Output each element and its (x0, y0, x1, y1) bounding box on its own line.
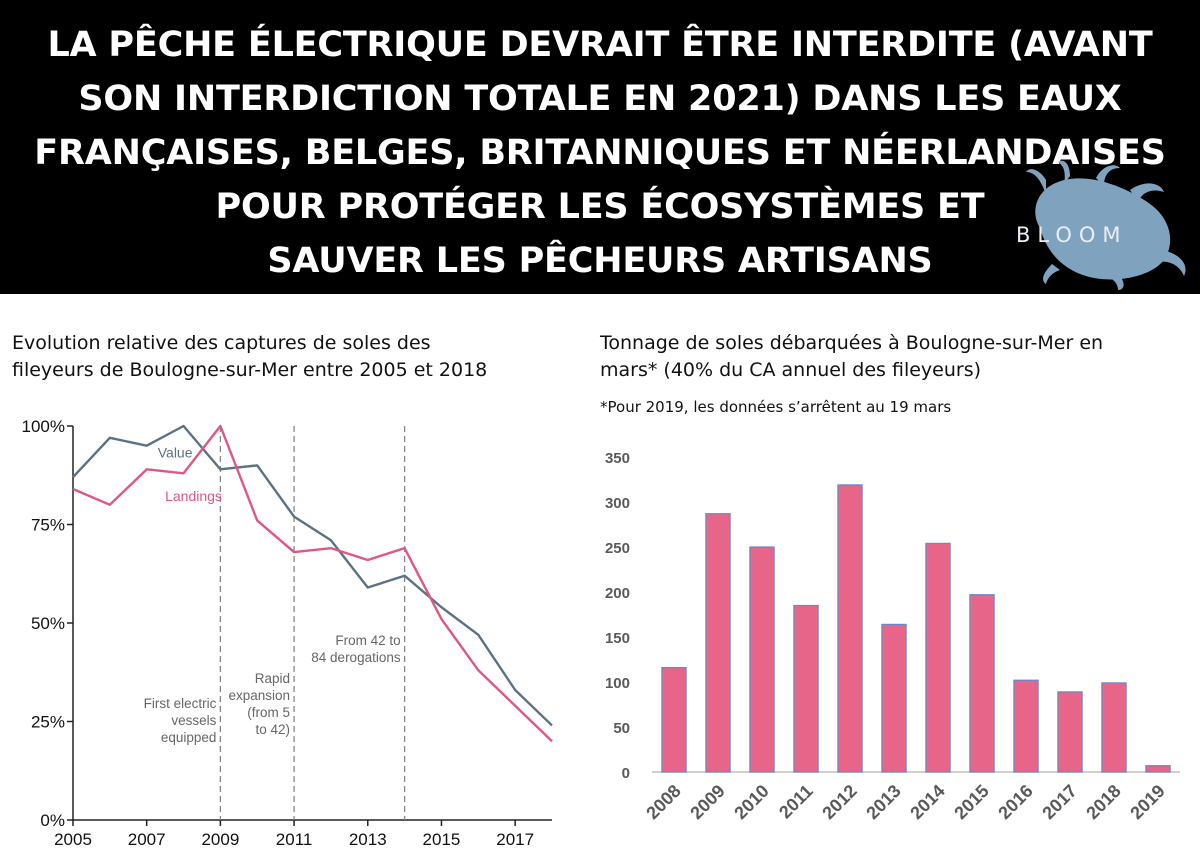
event-annotation-text: equipped (161, 730, 217, 745)
x-tick-label: 2011 (276, 830, 313, 849)
x-tick-label: 2013 (862, 781, 904, 823)
x-tick-label: 2005 (54, 830, 92, 849)
bar-chart-title: Tonnage de soles débarquées à Boulogne-s… (600, 330, 1103, 384)
event-annotation-text: expansion (229, 688, 291, 703)
bar-2014 (925, 542, 951, 773)
x-tick-label: 2017 (496, 830, 534, 849)
bar-2016 (1013, 679, 1039, 773)
event-annotation-text: First electric (144, 696, 217, 711)
y-tick-label: 50 (613, 720, 630, 737)
y-tick-label: 0% (40, 811, 65, 830)
x-tick-label: 2016 (994, 781, 1036, 823)
y-tick-label: 50% (31, 614, 65, 633)
banner-title-line: POUR PROTÉGER LES ÉCOSYSTÈMES ET (215, 187, 985, 227)
x-tick-label: 2010 (730, 781, 772, 823)
bar-chart-title-line: Tonnage de soles débarquées à Boulogne-s… (600, 332, 1104, 354)
x-tick-label: 2017 (1038, 781, 1080, 823)
x-tick-label: 2012 (818, 781, 860, 823)
event-annotation-text: From 42 to (335, 633, 400, 648)
bar-2010 (749, 546, 775, 773)
x-tick-label: 2007 (128, 830, 166, 849)
bar-chart-title-line: mars* (40% du CA annuel des fileyeurs) (600, 359, 982, 381)
bar-2017 (1057, 691, 1083, 773)
series-line-landings (72, 424, 553, 743)
x-tick-label: 2011 (775, 781, 817, 823)
logo-text: BLOOM (1016, 223, 1128, 247)
bar-2013 (881, 623, 907, 773)
y-tick-label: 250 (605, 540, 630, 557)
series-line-value (72, 424, 553, 727)
bar-2011 (793, 604, 819, 773)
y-tick-label: 0 (622, 765, 630, 782)
y-tick-label: 350 (605, 450, 630, 467)
x-tick-label: 2009 (201, 830, 239, 849)
line-chart-title-line: Evolution relative des captures de soles… (12, 332, 431, 354)
event-annotation-text: to 42) (256, 722, 291, 737)
x-tick-label: 2009 (686, 781, 728, 823)
banner-title-line: SON INTERDICTION TOTALE EN 2021) DANS LE… (78, 79, 1122, 119)
event-annotation-text: Rapid (255, 671, 290, 686)
x-tick-label: 2008 (642, 781, 684, 823)
y-tick-label: 100 (605, 675, 630, 692)
squid-logo-icon: BLOOM (1016, 160, 1186, 290)
banner-title-line: LA PÊCHE ÉLECTRIQUE DEVRAIT ÊTRE INTERDI… (47, 25, 1153, 65)
bar-2018 (1101, 682, 1127, 773)
bar-2019 (1145, 765, 1171, 773)
y-tick-label: 75% (31, 516, 65, 535)
bar-2009 (705, 513, 731, 773)
y-tick-label: 25% (31, 713, 65, 732)
banner-title-line: FRANÇAISES, BELGES, BRITANNIQUES ET NÉER… (34, 133, 1166, 173)
x-tick-label: 2018 (1082, 781, 1124, 823)
banner-title-line: SAUVER LES PÊCHEURS ARTISANS (267, 241, 933, 281)
x-tick-label: 2015 (423, 830, 461, 849)
bar-2008 (661, 667, 687, 773)
x-tick-label: 2019 (1126, 781, 1168, 823)
line-chart: 0% 25% 50% 75% 100% 2005 2007 2009 2011 2013 2015 2… (22, 417, 553, 849)
bar-chart-note: *Pour 2019, les données s’arrêtent au 19… (600, 398, 952, 416)
line-chart-title: Evolution relative des captures de soles… (12, 330, 487, 384)
y-tick-label: 300 (605, 495, 630, 512)
bar-2015 (969, 594, 995, 773)
x-tick-label: 2013 (349, 830, 387, 849)
event-annotation-text: (from 5 (247, 705, 290, 720)
event-annotation-text: vessels (171, 713, 216, 728)
x-tick-label: 2015 (950, 781, 992, 823)
banner: LA PÊCHE ÉLECTRIQUE DEVRAIT ÊTRE INTERDI… (0, 0, 1200, 294)
x-tick-label: 2014 (906, 781, 948, 823)
y-tick-label: 200 (605, 585, 630, 602)
event-annotation-text: 84 derogations (311, 650, 401, 665)
series-label-landings: Landings (165, 488, 222, 504)
y-tick-label: 150 (605, 630, 630, 647)
line-chart-title-line: fileyeurs de Boulogne-sur-Mer entre 2005… (12, 359, 488, 381)
bar-2012 (837, 484, 863, 773)
series-label-value: Value (158, 445, 193, 461)
banner-title: LA PÊCHE ÉLECTRIQUE DEVRAIT ÊTRE INTERDI… (20, 18, 1180, 288)
y-tick-label: 100% (22, 417, 65, 436)
